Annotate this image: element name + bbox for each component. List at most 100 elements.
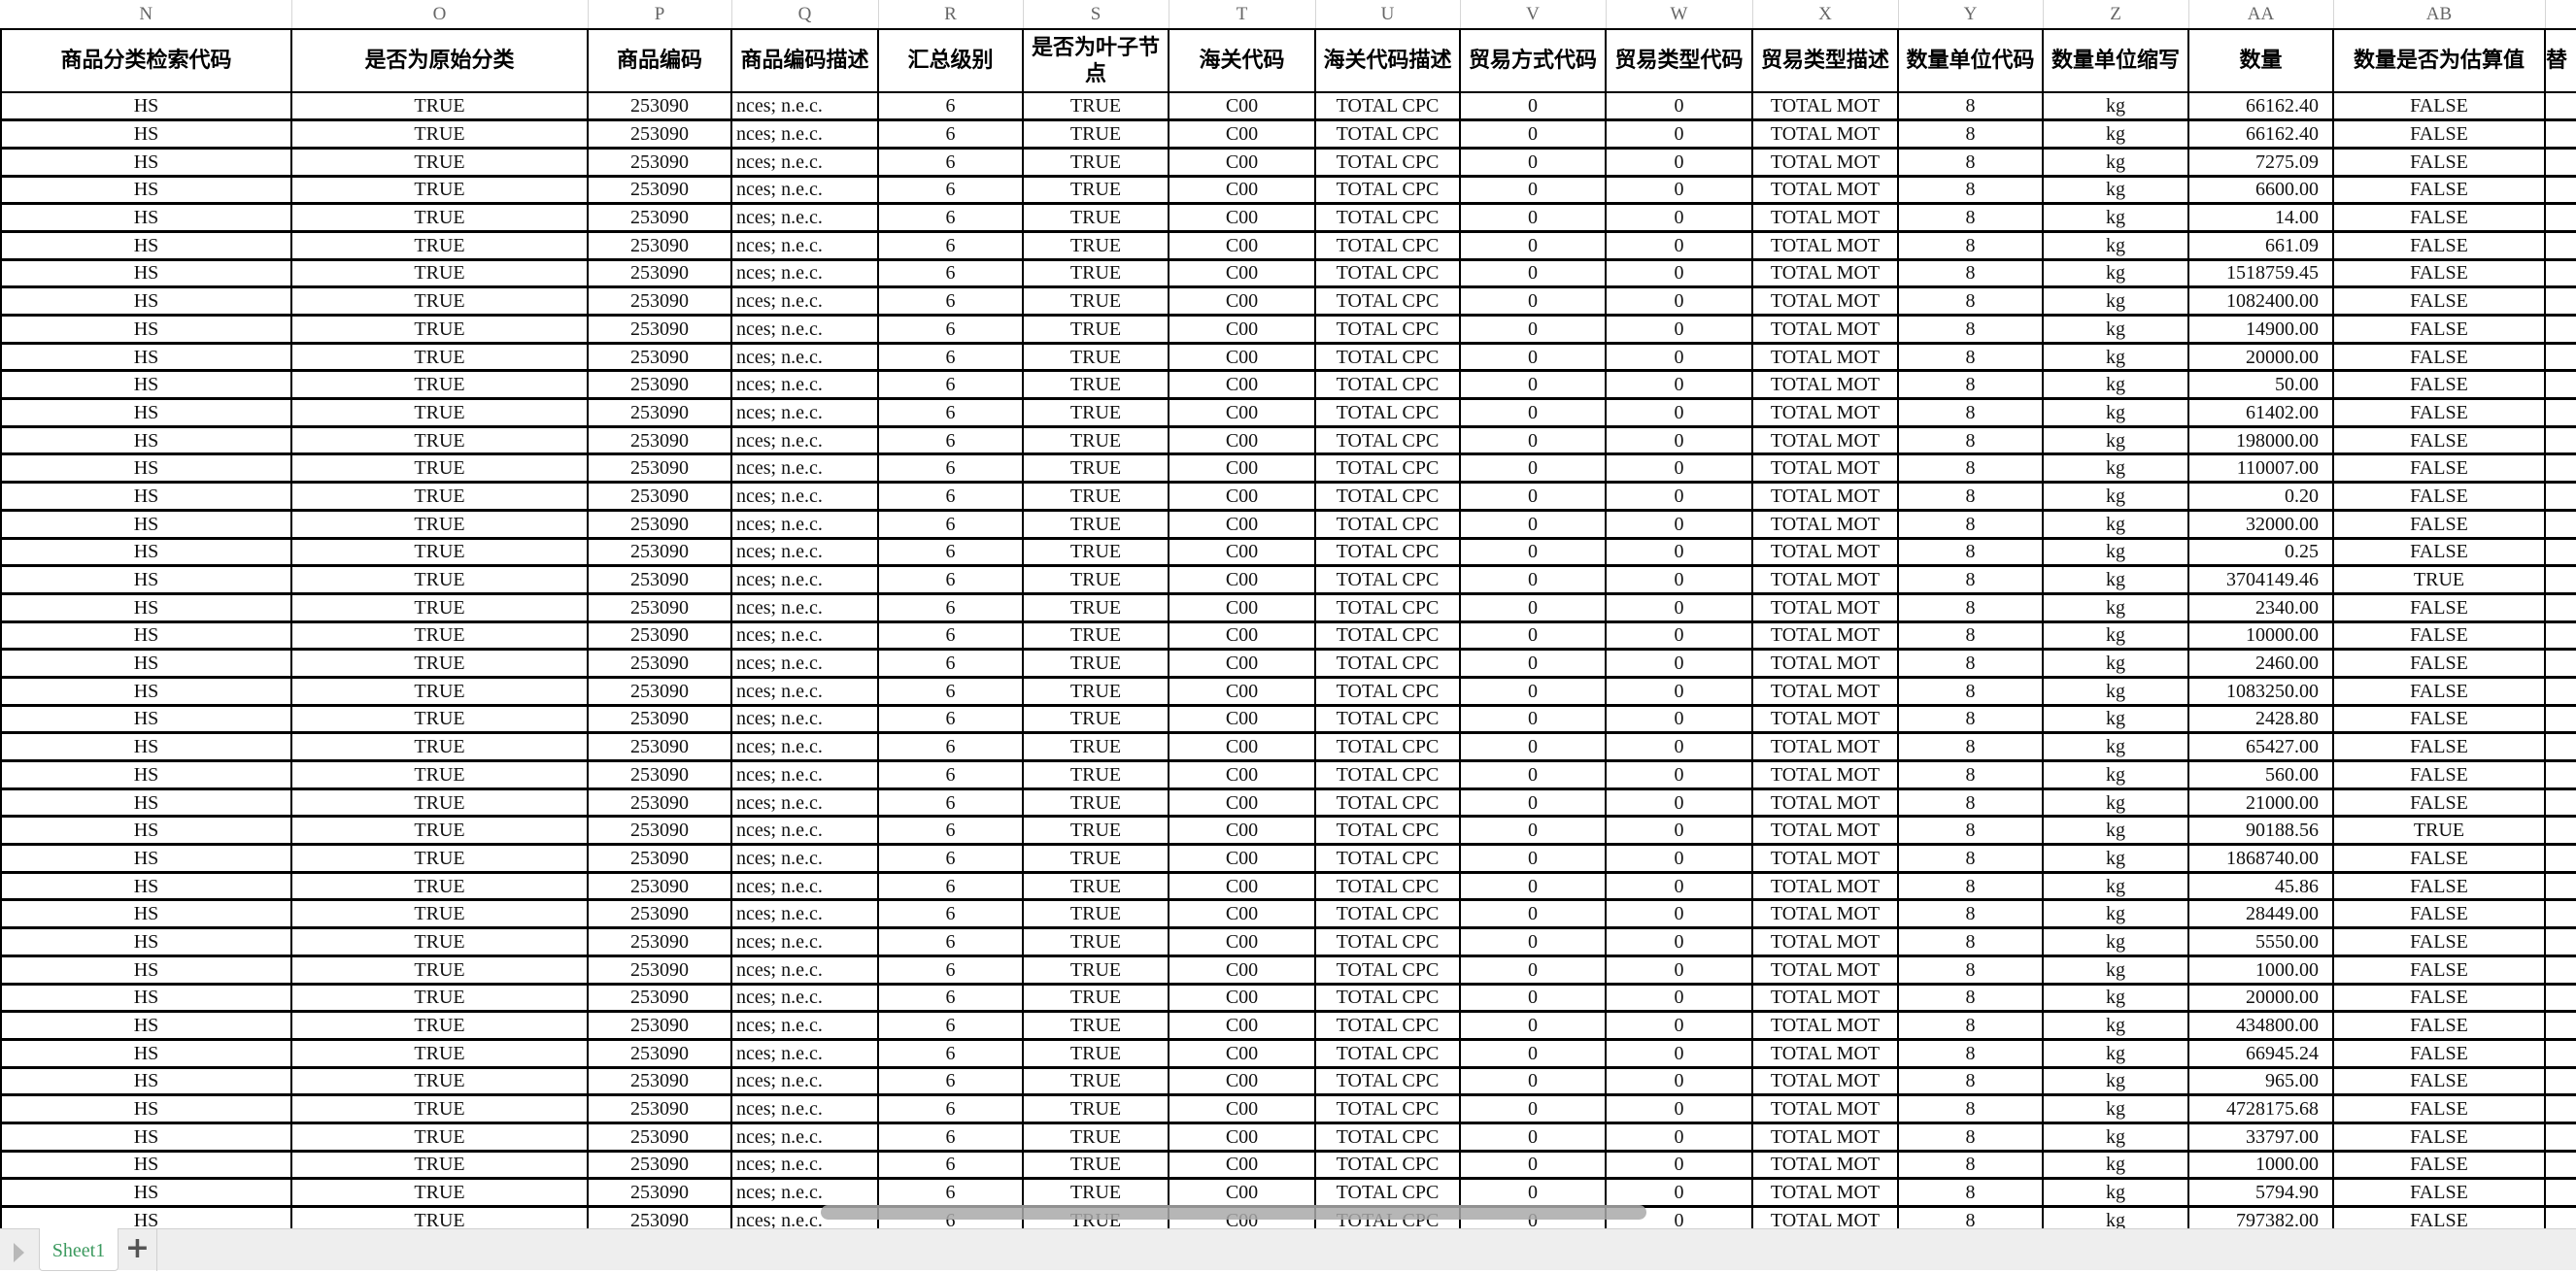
cell[interactable]: FALSE	[2332, 176, 2546, 206]
cell[interactable]: FALSE	[2332, 92, 2546, 122]
cell[interactable]: TRUE	[1022, 732, 1169, 762]
cell[interactable]: FALSE	[2332, 231, 2546, 261]
cell[interactable]: TRUE	[290, 984, 589, 1014]
cell[interactable]: 253090	[587, 231, 732, 261]
cell[interactable]: TRUE	[290, 1151, 589, 1181]
cell[interactable]: 0	[1605, 370, 1753, 401]
cell[interactable]: TRUE	[1022, 872, 1169, 902]
cell[interactable]: 0	[1605, 1011, 1753, 1041]
cell[interactable]: TRUE	[290, 816, 589, 847]
cell[interactable]: 0	[1459, 1011, 1607, 1041]
cell[interactable]: TOTAL MOT	[1751, 649, 1899, 679]
cell[interactable]: TOTAL CPC	[1314, 844, 1461, 874]
cell[interactable]: 20000.00	[2187, 343, 2334, 373]
cell[interactable]: kg	[2042, 732, 2189, 762]
cell[interactable]	[2544, 370, 2576, 401]
cell[interactable]: HS	[0, 705, 292, 735]
cell[interactable]: TOTAL MOT	[1751, 677, 1899, 707]
cell[interactable]: 2340.00	[2187, 593, 2334, 623]
cell[interactable]: 0	[1459, 286, 1607, 317]
cell[interactable]: TRUE	[1022, 899, 1169, 930]
cell[interactable]: HS	[0, 1039, 292, 1069]
column-header[interactable]: 海关代码描述	[1314, 28, 1461, 93]
cell[interactable]: TRUE	[290, 844, 589, 874]
cell[interactable]: 0	[1605, 732, 1753, 762]
cell[interactable]: C00	[1168, 649, 1316, 679]
cell[interactable]: TRUE	[1022, 844, 1169, 874]
cell[interactable]: 0	[1459, 119, 1607, 150]
cell[interactable]: TRUE	[1022, 927, 1169, 957]
cell[interactable]: TRUE	[290, 538, 589, 568]
cell[interactable]: kg	[2042, 1094, 2189, 1124]
cell[interactable]: HS	[0, 453, 292, 485]
cell[interactable]: FALSE	[2332, 1094, 2546, 1124]
cell[interactable]: kg	[2042, 844, 2189, 874]
cell[interactable]: TOTAL CPC	[1314, 788, 1461, 819]
cell[interactable]	[2544, 148, 2576, 178]
cell[interactable]: 6	[877, 649, 1024, 679]
cell[interactable]: C00	[1168, 1151, 1316, 1181]
cell[interactable]: 253090	[587, 1151, 732, 1181]
cell[interactable]: kg	[2042, 927, 2189, 957]
cell[interactable]: TOTAL MOT	[1751, 984, 1899, 1014]
cell[interactable]: 0	[1605, 538, 1753, 568]
cell[interactable]: TOTAL MOT	[1751, 1067, 1899, 1097]
cell[interactable]: TRUE	[290, 649, 589, 679]
cell[interactable]: TRUE	[290, 732, 589, 762]
cell[interactable]: 253090	[587, 621, 732, 652]
cell[interactable]: 0	[1459, 343, 1607, 373]
cell[interactable]: kg	[2042, 899, 2189, 930]
cell[interactable]: TRUE	[290, 315, 589, 345]
cell[interactable]: FALSE	[2332, 1206, 2546, 1228]
cell[interactable]: FALSE	[2332, 1067, 2546, 1097]
cell[interactable]: TRUE	[290, 677, 589, 707]
column-letter[interactable]	[2545, 0, 2576, 30]
cell[interactable]: TRUE	[290, 1011, 589, 1041]
cell[interactable]: TOTAL CPC	[1314, 1067, 1461, 1097]
cell[interactable]: C00	[1168, 872, 1316, 902]
cell[interactable]: HS	[0, 955, 292, 986]
cell[interactable]: 66162.40	[2187, 119, 2334, 150]
cell[interactable]: kg	[2042, 1011, 2189, 1041]
cell[interactable]: C00	[1168, 286, 1316, 317]
cell[interactable]: 0	[1605, 1094, 1753, 1124]
cell[interactable]: FALSE	[2332, 510, 2546, 540]
cell[interactable]: FALSE	[2332, 286, 2546, 317]
cell[interactable]: 8	[1897, 510, 2044, 540]
cell[interactable]: 253090	[587, 844, 732, 874]
cell[interactable]: 66162.40	[2187, 92, 2334, 122]
cell[interactable]	[2544, 176, 2576, 206]
cell[interactable]: 1082400.00	[2187, 286, 2334, 317]
cell[interactable]: TOTAL MOT	[1751, 1122, 1899, 1153]
cell[interactable]: HS	[0, 593, 292, 623]
cell[interactable]: 0	[1605, 565, 1753, 595]
cell[interactable]	[2544, 231, 2576, 261]
cell[interactable]: 6	[877, 315, 1024, 345]
cell[interactable]: TOTAL MOT	[1751, 1178, 1899, 1208]
cell[interactable]: 253090	[587, 565, 732, 595]
cell[interactable]: TRUE	[2332, 565, 2546, 595]
cell[interactable]: HS	[0, 259, 292, 289]
cell[interactable]: C00	[1168, 565, 1316, 595]
cell[interactable]: 0	[1605, 398, 1753, 428]
cell[interactable]: 6	[877, 760, 1024, 790]
cell[interactable]: HS	[0, 176, 292, 206]
cell[interactable]: 0	[1459, 593, 1607, 623]
cell[interactable]: C00	[1168, 621, 1316, 652]
cell[interactable]: 6	[877, 148, 1024, 178]
cell[interactable]: C00	[1168, 343, 1316, 373]
cell[interactable]: TOTAL MOT	[1751, 899, 1899, 930]
cell[interactable]	[2544, 1151, 2576, 1181]
cell[interactable]: TRUE	[290, 621, 589, 652]
cell[interactable]: kg	[2042, 593, 2189, 623]
cell[interactable]: 8	[1897, 315, 2044, 345]
cell[interactable]: FALSE	[2332, 370, 2546, 401]
cell[interactable]: 253090	[587, 1011, 732, 1041]
cell[interactable]	[2544, 984, 2576, 1014]
cell[interactable]: 6	[877, 788, 1024, 819]
cell[interactable]: 4728175.68	[2187, 1094, 2334, 1124]
cell[interactable]: 0	[1459, 1151, 1607, 1181]
cell[interactable]: 560.00	[2187, 760, 2334, 790]
cell[interactable]: HS	[0, 1011, 292, 1041]
cell[interactable]: C00	[1168, 453, 1316, 485]
